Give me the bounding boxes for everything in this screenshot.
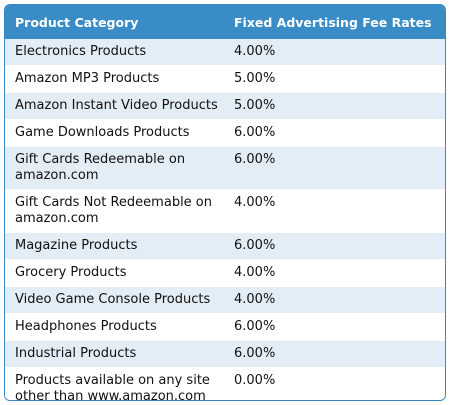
category-cell: Industrial Products	[5, 340, 224, 368]
rate-cell: 6.00%	[224, 232, 445, 260]
table-header-row: Product Category Fixed Advertising Fee R…	[5, 5, 445, 39]
fee-rates-table-container: Product Category Fixed Advertising Fee R…	[4, 4, 446, 401]
fee-rates-table: Product Category Fixed Advertising Fee R…	[5, 5, 445, 400]
rate-cell: 4.00%	[224, 189, 445, 233]
category-cell: Game Downloads Products	[5, 119, 224, 147]
table-row: Products available on any site other tha…	[5, 367, 445, 400]
rate-cell: 4.00%	[224, 259, 445, 287]
table-row: Gift Cards Redeemable on amazon.com 6.00…	[5, 146, 445, 190]
rate-cell: 0.00%	[224, 367, 445, 400]
column-header-product-category: Product Category	[5, 5, 224, 39]
table-row: Industrial Products 6.00%	[5, 340, 445, 368]
category-cell: Video Game Console Products	[5, 286, 224, 314]
category-cell: Gift Cards Not Redeemable on amazon.com	[5, 189, 224, 233]
category-cell: Electronics Products	[5, 39, 224, 66]
rate-cell: 6.00%	[224, 146, 445, 190]
category-cell: Magazine Products	[5, 232, 224, 260]
table-row: Electronics Products 4.00%	[5, 39, 445, 66]
table-row: Gift Cards Not Redeemable on amazon.com …	[5, 189, 445, 233]
table-row: Headphones Products 6.00%	[5, 313, 445, 341]
rate-cell: 4.00%	[224, 39, 445, 66]
category-cell: Amazon MP3 Products	[5, 65, 224, 93]
category-cell: Products available on any site other tha…	[5, 367, 224, 400]
category-cell: Amazon Instant Video Products	[5, 92, 224, 120]
rate-cell: 5.00%	[224, 92, 445, 120]
table-row: Magazine Products 6.00%	[5, 232, 445, 260]
table-row: Video Game Console Products 4.00%	[5, 286, 445, 314]
rate-cell: 4.00%	[224, 286, 445, 314]
rate-cell: 6.00%	[224, 119, 445, 147]
category-cell: Gift Cards Redeemable on amazon.com	[5, 146, 224, 190]
rate-cell: 5.00%	[224, 65, 445, 93]
table-row: Amazon MP3 Products 5.00%	[5, 65, 445, 93]
category-cell: Headphones Products	[5, 313, 224, 341]
table-row: Game Downloads Products 6.00%	[5, 119, 445, 147]
category-cell: Grocery Products	[5, 259, 224, 287]
table-row: Amazon Instant Video Products 5.00%	[5, 92, 445, 120]
rate-cell: 6.00%	[224, 340, 445, 368]
rate-cell: 6.00%	[224, 313, 445, 341]
table-row: Grocery Products 4.00%	[5, 259, 445, 287]
column-header-fee-rate: Fixed Advertising Fee Rates	[224, 5, 445, 39]
